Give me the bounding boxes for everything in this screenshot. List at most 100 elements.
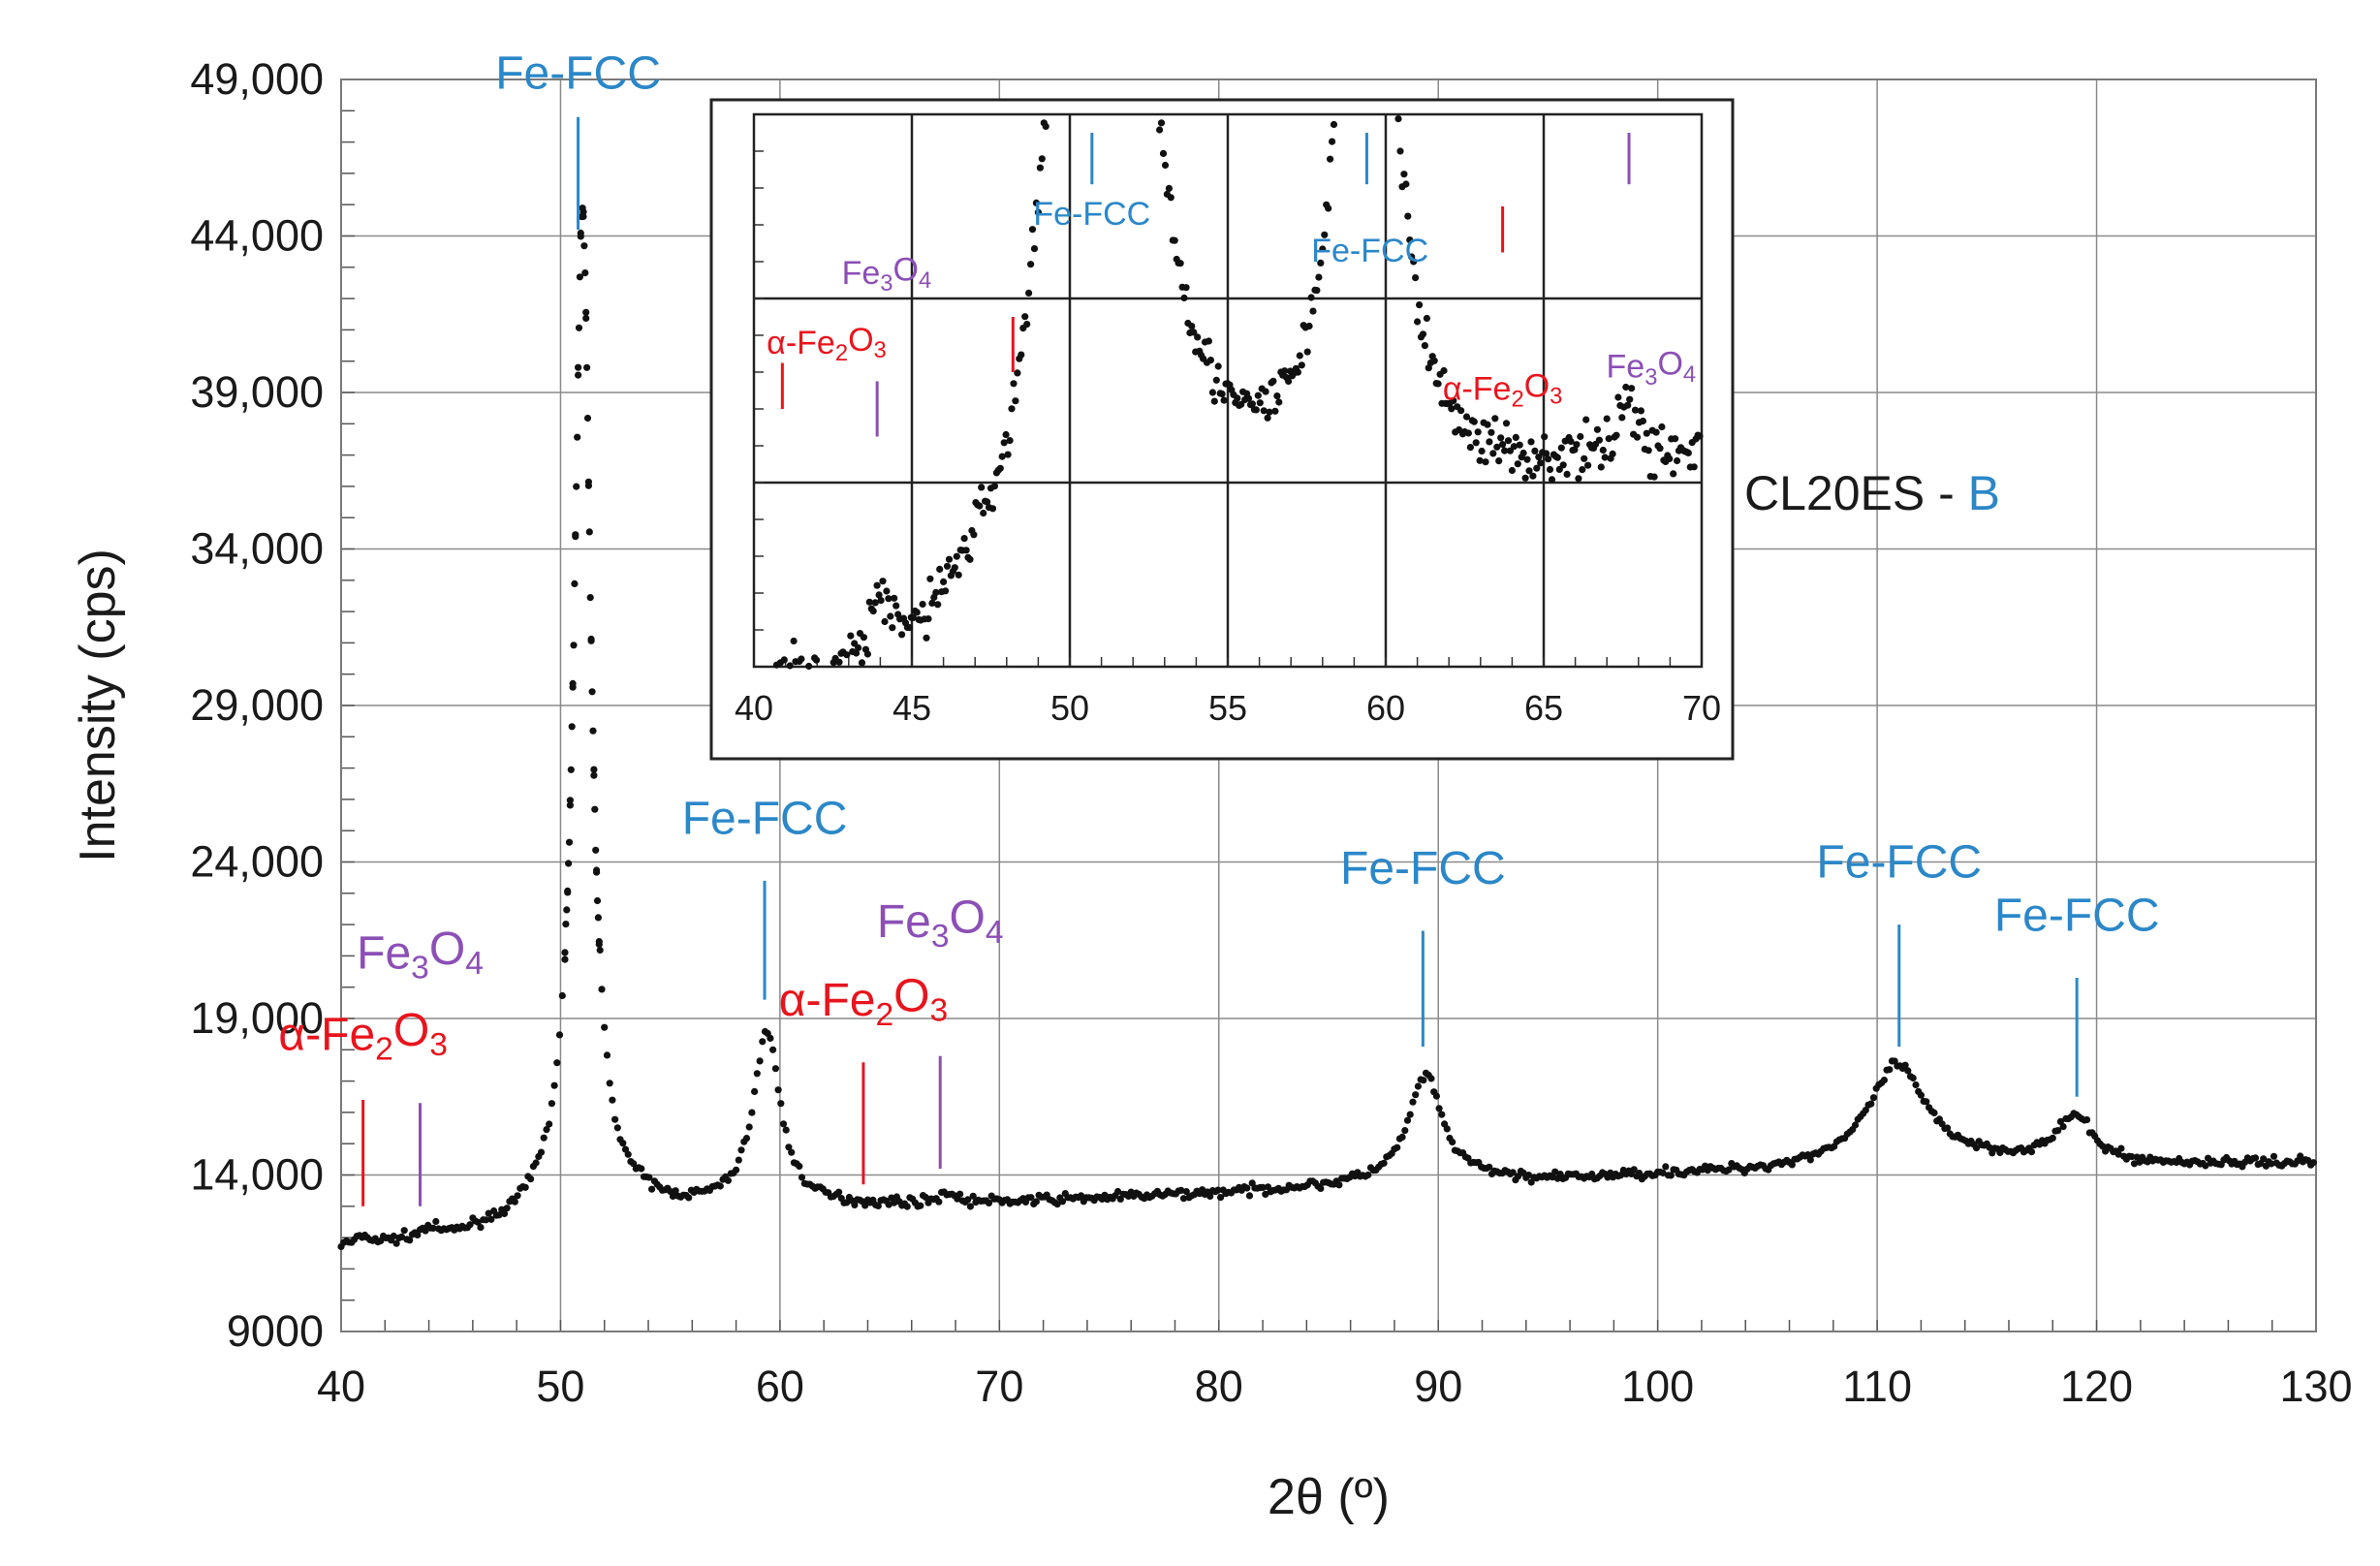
inset-data-point — [1027, 261, 1035, 268]
data-point — [1027, 1194, 1035, 1202]
data-point — [601, 1023, 609, 1031]
data-point — [1114, 1187, 1122, 1196]
data-point — [1262, 1190, 1269, 1198]
data-point — [1509, 1169, 1517, 1176]
inset-data-point — [1553, 454, 1561, 461]
data-point — [966, 1203, 975, 1210]
x-tick-label: 100 — [1621, 1362, 1694, 1411]
inset-data-point — [1402, 180, 1410, 188]
inset-x-tick-label: 55 — [1208, 688, 1247, 728]
inset-data-point — [942, 587, 950, 595]
data-point — [2128, 1153, 2136, 1161]
inset-data-point — [913, 609, 921, 616]
sample-label: CL20ES - B — [1744, 466, 2000, 520]
inset-data-point — [945, 555, 954, 563]
data-point — [935, 1198, 943, 1206]
inset-data-point — [1254, 392, 1262, 399]
inset-data-point — [1400, 171, 1408, 178]
data-point — [1986, 1143, 1993, 1151]
inset-data-point — [1495, 457, 1503, 465]
data-point — [1524, 1172, 1533, 1179]
inset-data-point — [943, 562, 952, 570]
inset-data-point — [1493, 443, 1501, 451]
inset-data-point — [1577, 432, 1584, 441]
data-point — [648, 1185, 656, 1193]
data-point — [1851, 1121, 1860, 1129]
data-point — [969, 1192, 977, 1200]
inset-peak-markers: Fe-FCC Fe-FCC Fe3O4 α-Fe2O3 α-Fe2O3 Fe3O4 — [767, 133, 1696, 437]
inset-data-point — [1327, 155, 1334, 163]
data-point — [1662, 1163, 1670, 1171]
data-point — [565, 838, 574, 846]
inset-data-point — [883, 587, 891, 595]
inset-data-point — [1658, 423, 1666, 431]
inset-data-point — [955, 571, 962, 579]
inset-data-point — [853, 649, 861, 657]
data-point — [1788, 1161, 1796, 1169]
data-point — [756, 1057, 764, 1065]
inset-data-point — [1269, 377, 1277, 385]
data-point — [613, 1124, 621, 1132]
inset-data-point — [936, 565, 944, 574]
data-point — [573, 483, 580, 490]
data-point — [482, 1216, 490, 1224]
inset-data-point — [805, 662, 813, 671]
data-point — [1806, 1156, 1814, 1164]
data-point — [1401, 1127, 1409, 1135]
y-tick-label: 9000 — [227, 1306, 324, 1356]
hematite-peak-label: α-Fe2O3 — [278, 1005, 447, 1067]
inset-data-point — [1307, 294, 1315, 301]
main-tick-labels: 40 50 60 70 80 90 100 110 120 130 9000 14,000 19,000… — [190, 54, 2352, 1411]
inset-data-points — [772, 115, 1704, 671]
data-point — [2083, 1115, 2091, 1124]
data-point — [733, 1166, 740, 1174]
data-point — [745, 1123, 753, 1131]
data-point — [737, 1146, 745, 1154]
data-point — [575, 363, 582, 371]
data-point — [598, 986, 606, 993]
inset-data-point — [860, 634, 868, 642]
inset-data-point — [1234, 394, 1241, 402]
inset-data-point — [1294, 368, 1301, 376]
inset-x-tick-label: 40 — [735, 688, 773, 728]
inset-data-point — [1674, 456, 1681, 465]
data-point — [779, 1120, 788, 1128]
inset-data-point — [1273, 392, 1281, 400]
data-point — [2251, 1154, 2260, 1162]
data-point — [1804, 1151, 1812, 1159]
data-point — [390, 1232, 397, 1240]
data-point — [785, 1143, 793, 1151]
y-tick-label: 39,000 — [190, 367, 324, 417]
data-point — [956, 1190, 964, 1198]
data-point — [406, 1237, 414, 1244]
data-point — [2059, 1123, 2067, 1131]
data-point — [1912, 1081, 1920, 1089]
data-point — [593, 866, 601, 874]
y-tick-label: 24,000 — [190, 837, 324, 887]
data-point — [1917, 1091, 1925, 1099]
inset-data-point — [1194, 333, 1202, 341]
data-point — [672, 1187, 679, 1195]
x-tick-label: 120 — [2060, 1362, 2133, 1411]
y-tick-label: 44,000 — [190, 211, 324, 261]
data-point — [903, 1203, 911, 1210]
data-point — [885, 1201, 892, 1208]
data-point — [1243, 1184, 1251, 1192]
inset-data-point — [1176, 260, 1184, 267]
data-point — [422, 1227, 429, 1235]
inset-data-point — [1000, 439, 1008, 447]
inset-data-point — [1529, 472, 1537, 480]
data-point — [1420, 1077, 1427, 1084]
data-point — [767, 1034, 774, 1042]
inset-data-point — [1531, 447, 1539, 454]
data-point — [1179, 1195, 1188, 1203]
inset-data-point — [1559, 461, 1567, 469]
data-point — [577, 233, 584, 240]
data-point — [1930, 1109, 1938, 1116]
data-point — [835, 1188, 843, 1196]
y-tick-label: 49,000 — [190, 54, 324, 104]
data-point — [891, 1199, 898, 1206]
inset-data-point — [1593, 425, 1601, 433]
data-point — [1725, 1166, 1733, 1174]
inset-data-point — [1330, 120, 1338, 129]
